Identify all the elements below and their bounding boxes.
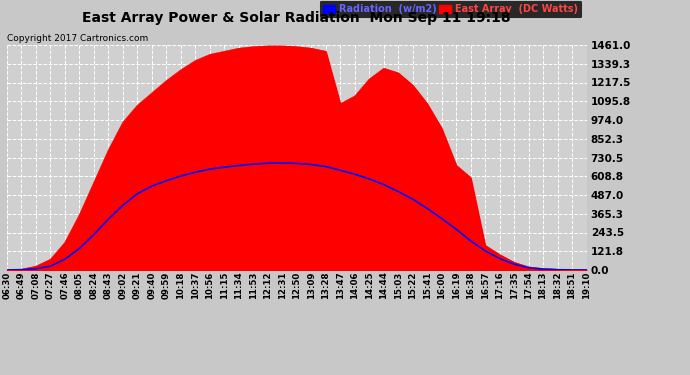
Legend: Radiation  (w/m2), East Array  (DC Watts): Radiation (w/m2), East Array (DC Watts) (319, 0, 582, 18)
Text: Copyright 2017 Cartronics.com: Copyright 2017 Cartronics.com (7, 34, 148, 43)
Text: East Array Power & Solar Radiation  Mon Sep 11 19:18: East Array Power & Solar Radiation Mon S… (82, 11, 511, 25)
